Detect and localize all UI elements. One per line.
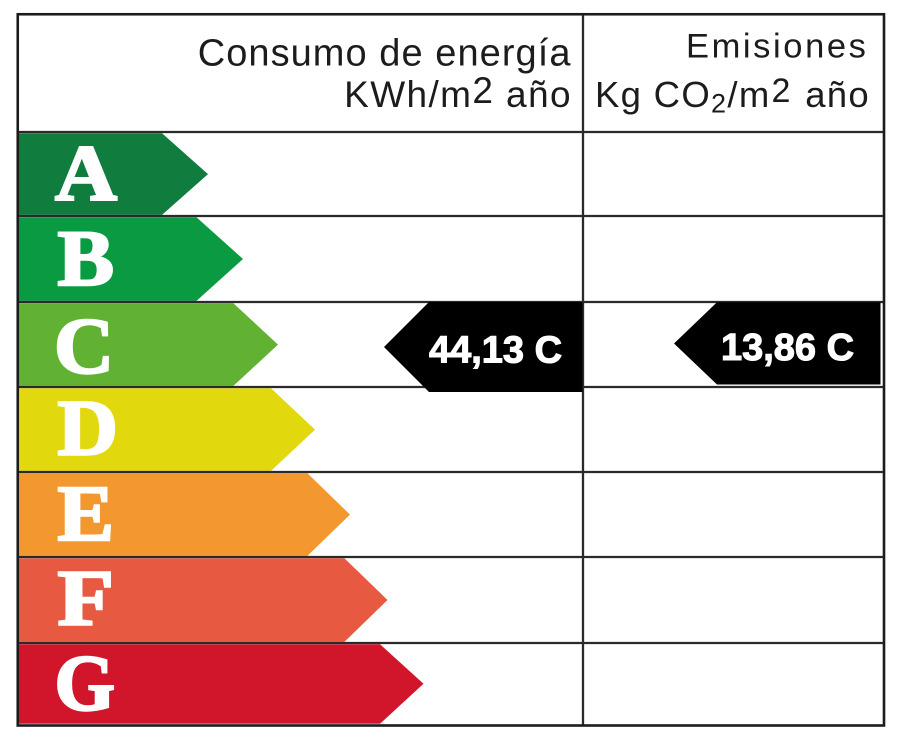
svg-text:C: C — [54, 304, 114, 391]
svg-text:KWh/m2 año: KWh/m2 año — [344, 70, 572, 115]
svg-text:Kg CO2/m2 año: Kg CO2/m2 año — [595, 72, 870, 119]
svg-text:44,13 C: 44,13 C — [429, 330, 562, 372]
svg-text:F: F — [58, 556, 115, 643]
svg-text:E: E — [58, 471, 115, 558]
svg-text:13,86 C: 13,86 C — [721, 327, 854, 369]
svg-text:A: A — [55, 131, 117, 218]
svg-text:B: B — [58, 216, 115, 303]
svg-text:D: D — [58, 386, 119, 473]
svg-text:Consumo de energía: Consumo de energía — [198, 33, 572, 75]
svg-text:G: G — [55, 640, 116, 727]
svg-text:Emisiones: Emisiones — [686, 28, 869, 66]
